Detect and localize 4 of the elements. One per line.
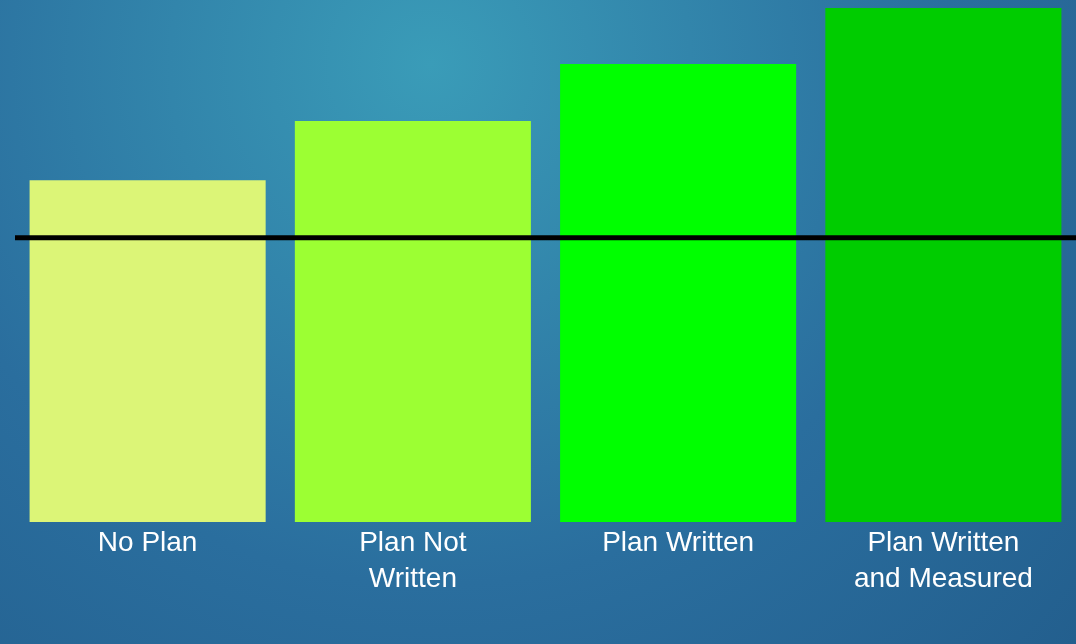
- x-tick-label: Plan Written and Measured: [853, 526, 1033, 594]
- x-tick-label: No Plan: [97, 526, 198, 557]
- x-tick-label: Plan Not Written: [359, 526, 467, 594]
- x-tick-label: Plan Written: [602, 526, 755, 557]
